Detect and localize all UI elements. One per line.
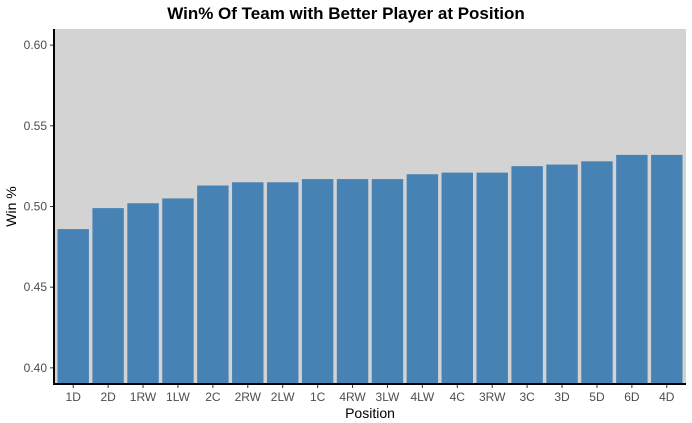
x-tick-label: 2D (100, 390, 116, 404)
bar-2d (92, 208, 124, 384)
bar-1c (301, 179, 334, 384)
bar-4rw (336, 179, 369, 384)
bar-3d (546, 164, 578, 384)
x-tick-label: 2C (205, 390, 221, 404)
plot-panel (54, 29, 686, 384)
x-tick-label: 4RW (339, 390, 366, 404)
x-tick-label: 1D (66, 390, 82, 404)
bar-4lw (406, 174, 439, 384)
y-axis-label: Win % (3, 186, 19, 226)
bar-3c (511, 166, 543, 384)
bar-3rw (476, 172, 508, 384)
y-tick-label: 0.45 (24, 280, 48, 294)
bar-1lw (162, 198, 194, 384)
bar-6d (616, 154, 648, 384)
y-tick-label: 0.60 (24, 38, 48, 52)
bar-4c (441, 172, 474, 384)
x-tick-label: 3LW (376, 390, 400, 404)
x-tick-label: 3D (554, 390, 570, 404)
chart-title: Win% Of Team with Better Player at Posit… (167, 4, 525, 23)
x-tick-label: 3RW (479, 390, 506, 404)
axes-layer: 1D 2D 1RW 1LW 2C 2RW 2LW 1C 4RW 3LW 4LW 4C 3RW 3C 3D 5D… (24, 29, 686, 404)
bar-2c (197, 185, 229, 384)
x-tick-label: 1RW (130, 390, 157, 404)
x-tick-label: 4C (450, 390, 466, 404)
y-tick-label: 0.40 (24, 361, 48, 375)
bar-1rw (127, 203, 159, 384)
bar-2lw (266, 182, 299, 384)
bar-2rw (232, 182, 264, 384)
bar-5d (581, 161, 613, 384)
bar-3lw (371, 179, 404, 384)
x-axis-label: Position (345, 405, 395, 421)
x-tick-label: 1C (310, 390, 326, 404)
x-tick-label: 4LW (410, 390, 434, 404)
x-tick-label: 6D (624, 390, 640, 404)
x-tick-label: 2RW (235, 390, 262, 404)
x-tick-label: 1LW (166, 390, 190, 404)
bar-4d (651, 154, 683, 384)
y-tick-label: 0.50 (24, 200, 48, 214)
x-tick-label: 4D (659, 390, 675, 404)
x-tick-label: 2LW (271, 390, 295, 404)
x-tick-label: 3C (519, 390, 535, 404)
y-tick-label: 0.55 (24, 119, 48, 133)
bars-layer (57, 154, 683, 384)
bar-1d (57, 229, 89, 384)
x-tick-label: 5D (589, 390, 605, 404)
